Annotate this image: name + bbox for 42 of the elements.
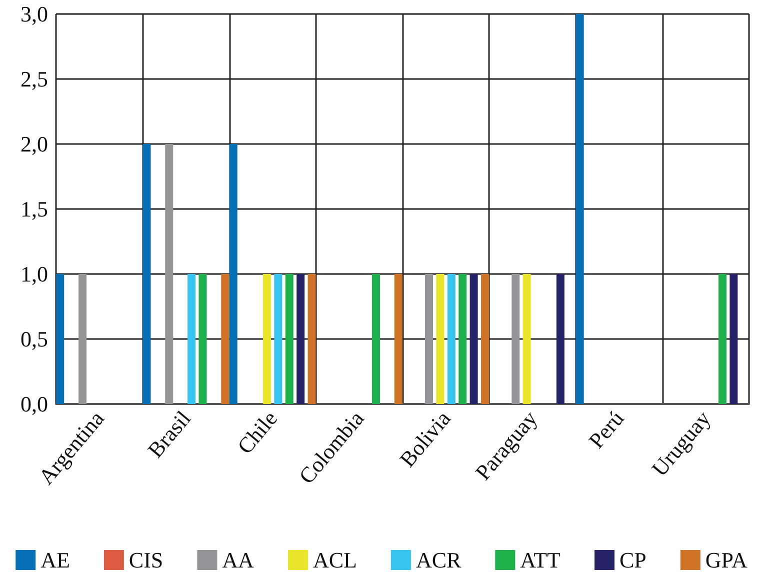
legend-label: GPA xyxy=(705,548,748,572)
legend-label: ATT xyxy=(520,548,562,572)
bar xyxy=(425,274,434,404)
bar xyxy=(522,274,531,404)
bar xyxy=(458,274,467,404)
bar xyxy=(576,14,584,404)
bar xyxy=(198,274,207,404)
bar xyxy=(436,274,444,404)
legend-label: ACL xyxy=(312,548,357,572)
bar xyxy=(274,274,282,404)
y-tick-label: 0,0 xyxy=(20,392,48,416)
y-tick-label: 2,0 xyxy=(20,132,48,156)
bar xyxy=(285,274,294,404)
legend-label: CP xyxy=(620,548,646,572)
bar xyxy=(372,274,380,404)
y-tick-label: 0,5 xyxy=(20,326,48,352)
bar xyxy=(718,274,726,404)
bar xyxy=(262,274,271,404)
bar xyxy=(142,144,151,404)
legend-label: ACR xyxy=(416,548,462,572)
legend-label: AA xyxy=(222,548,254,572)
bar xyxy=(512,274,520,404)
bar xyxy=(481,274,490,404)
bar xyxy=(394,274,402,404)
bar xyxy=(556,274,564,404)
bar xyxy=(56,274,64,404)
y-tick-label: 1,5 xyxy=(20,196,48,222)
y-tick-label: 3,0 xyxy=(20,2,48,26)
bar xyxy=(188,274,196,404)
legend-label: CIS xyxy=(128,548,164,572)
legend-label: AE xyxy=(40,548,70,572)
bar xyxy=(447,274,456,404)
bar xyxy=(165,144,174,404)
bar xyxy=(221,274,230,404)
bar xyxy=(296,274,305,404)
bar xyxy=(730,274,738,404)
bar xyxy=(78,274,87,404)
bar xyxy=(470,274,478,404)
y-tick-label: 2,5 xyxy=(20,66,48,92)
y-tick-label: 1,0 xyxy=(20,262,48,286)
bar xyxy=(229,144,238,404)
bar xyxy=(308,274,316,404)
